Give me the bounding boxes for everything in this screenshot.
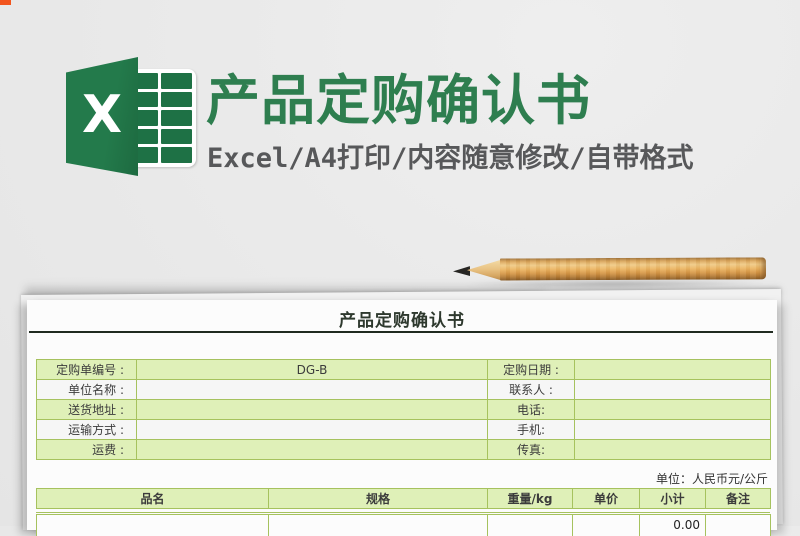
col-spec: 规格 — [268, 488, 488, 509]
shipping-label: 运输方式 : — [36, 419, 137, 440]
unit-price-cell[interactable] — [572, 514, 640, 536]
sheet-title: 产品定购确认书 — [339, 311, 465, 331]
subtotal-cell[interactable]: 0.00 — [639, 514, 706, 536]
freight-label: 运费 : — [36, 439, 137, 460]
header-double-border — [36, 512, 770, 513]
excel-x-letter: X — [81, 84, 123, 145]
excel-logo-icon: X — [66, 57, 196, 176]
company-label: 单位名称 : — [36, 379, 137, 400]
pencil-tip — [453, 266, 470, 277]
currency-unit-note: 单位：人民币元/公斤 — [655, 472, 768, 486]
phone-field[interactable] — [574, 399, 771, 420]
order-date-field[interactable] — [574, 359, 771, 380]
excel-logo-cover: X — [66, 57, 138, 176]
col-subtotal: 小计 — [639, 488, 706, 509]
phone-label: 电话: — [487, 399, 575, 420]
order-no-label: 定购单编号 : — [36, 359, 137, 380]
col-unit-price: 单价 — [572, 488, 640, 509]
shipping-field[interactable] — [136, 419, 488, 440]
table-row: 运输方式 : 手机: — [36, 419, 771, 440]
col-weight: 重量/kg — [487, 488, 573, 509]
product-name-cell[interactable] — [36, 514, 269, 536]
corner-tag — [0, 0, 11, 5]
table-row: 运费 : 传真: — [36, 439, 771, 460]
item-table-header: 品名 规格 重量/kg 单价 小计 备注 — [36, 488, 771, 509]
table-row: 定购单编号 : DG-B 定购日期 : — [36, 359, 771, 380]
mobile-field[interactable] — [574, 419, 771, 440]
fax-label: 传真: — [487, 439, 575, 460]
title-underline — [29, 331, 773, 333]
company-field[interactable] — [136, 379, 488, 400]
fax-field[interactable] — [574, 439, 771, 460]
order-date-label: 定购日期 : — [487, 359, 575, 380]
address-field[interactable] — [136, 399, 488, 420]
remark-cell[interactable] — [705, 514, 771, 536]
address-label: 送货地址 : — [36, 399, 137, 420]
item-table-body: 0.00 — [36, 514, 771, 536]
pencil-image — [452, 257, 767, 289]
col-remark: 备注 — [705, 488, 771, 509]
excel-logo-grid — [130, 69, 196, 167]
spec-cell[interactable] — [268, 514, 488, 536]
hero-title: 产品定购确认书 — [206, 69, 591, 132]
pencil-wood-cone — [467, 259, 502, 280]
contact-field[interactable] — [574, 379, 771, 400]
col-product-name: 品名 — [36, 488, 269, 509]
table-row: 送货地址 : 电话: — [36, 399, 771, 420]
table-row: 单位名称 : 联系人 : — [36, 379, 771, 400]
order-info-table: 定购单编号 : DG-B 定购日期 : 单位名称 : 联系人 : 送货地址 : … — [36, 359, 771, 460]
mobile-label: 手机: — [487, 419, 575, 440]
freight-field[interactable] — [136, 439, 488, 460]
order-no-field[interactable]: DG-B — [136, 359, 488, 380]
table-header-row: 品名 规格 重量/kg 单价 小计 备注 — [36, 488, 771, 509]
weight-cell[interactable] — [487, 514, 573, 536]
order-form-sheet: 产品定购确认书 定购单编号 : DG-B 定购日期 : 单位名称 : 联系人 :… — [27, 300, 777, 536]
pencil-body — [499, 257, 767, 281]
hero-subtitle: Excel/A4打印/内容随意修改/自带格式 — [207, 143, 694, 174]
contact-label: 联系人 : — [487, 379, 575, 400]
table-row: 0.00 — [36, 514, 771, 536]
